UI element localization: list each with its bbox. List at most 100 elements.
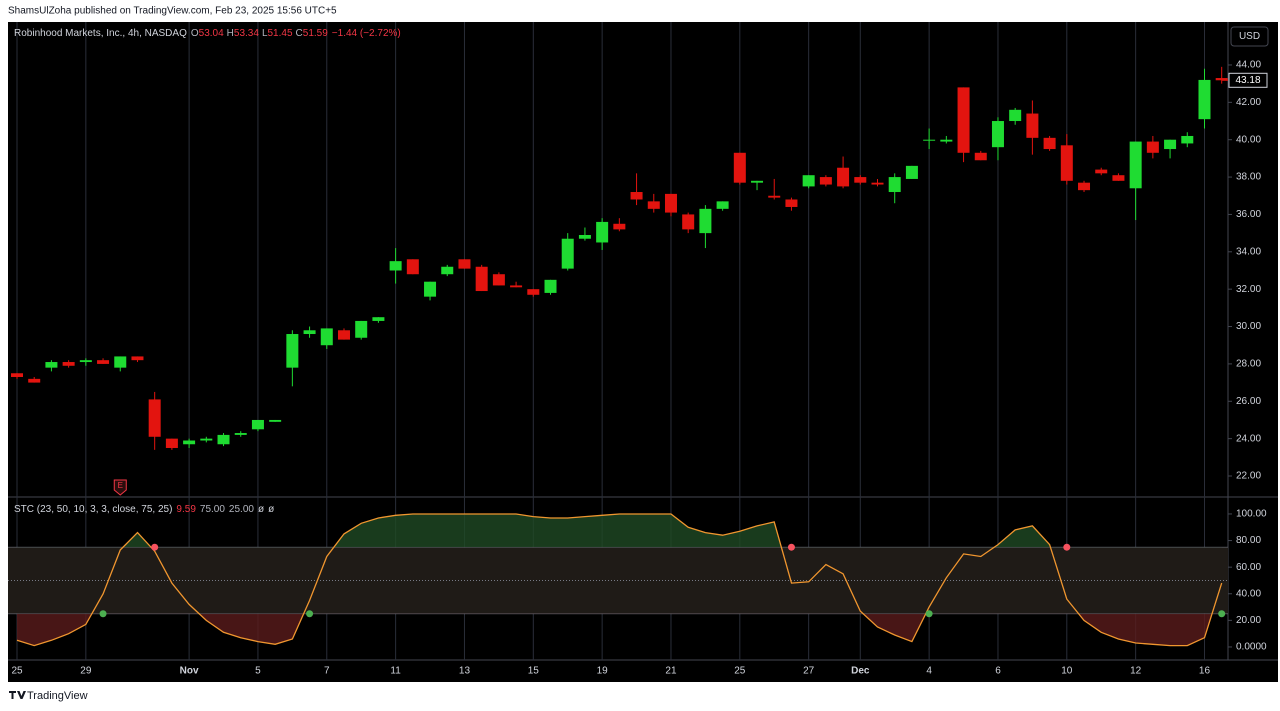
x-tick-label: 25 bbox=[11, 666, 23, 677]
candle-body bbox=[544, 279, 557, 293]
y-tick-label: 42.00 bbox=[1236, 97, 1261, 108]
candle-body bbox=[1181, 135, 1194, 144]
buy-signal bbox=[306, 610, 314, 618]
candle-body bbox=[389, 261, 402, 271]
ohlc-value: 51.59 bbox=[302, 28, 328, 39]
x-tick-label: 4 bbox=[926, 666, 932, 677]
ohlc-legend: O53.04 H53.34 L51.45 C51.59 bbox=[191, 28, 328, 39]
candle-body bbox=[251, 419, 264, 430]
candle-body bbox=[424, 281, 437, 297]
candle-body bbox=[991, 121, 1004, 148]
candle-body bbox=[475, 266, 488, 292]
y-tick-label: 40.00 bbox=[1236, 134, 1261, 145]
candle-body bbox=[1112, 175, 1125, 181]
candle-body bbox=[148, 399, 161, 437]
stc-line bbox=[16, 513, 1223, 647]
y-tick-label: 28.00 bbox=[1236, 359, 1261, 370]
y-tick-label: 0.0000 bbox=[1236, 642, 1267, 653]
candle-body bbox=[923, 139, 936, 141]
ohlc-label: C bbox=[295, 28, 303, 39]
indicator-value: 9.59 bbox=[176, 504, 196, 515]
candle-body bbox=[854, 177, 867, 183]
candle-body bbox=[699, 208, 712, 234]
y-tick-label: 32.00 bbox=[1236, 284, 1261, 295]
candle-body bbox=[320, 328, 333, 346]
candle-body bbox=[114, 356, 127, 368]
sell-signal bbox=[1063, 543, 1071, 551]
oversold-fill bbox=[17, 613, 1222, 646]
candle-body bbox=[11, 373, 23, 377]
candle-body bbox=[234, 433, 247, 435]
published-caption: ShamsUlZoha published on TradingView.com… bbox=[8, 6, 337, 17]
candle-body bbox=[79, 360, 92, 363]
earnings-label: E bbox=[118, 481, 123, 490]
x-tick-label: 21 bbox=[665, 666, 677, 677]
currency-button[interactable] bbox=[1230, 26, 1269, 47]
candle-body bbox=[1078, 182, 1091, 191]
buy-signal bbox=[925, 610, 933, 618]
ohlc-value: 51.45 bbox=[267, 28, 293, 39]
candle-body bbox=[957, 87, 970, 153]
candle-body bbox=[458, 259, 471, 269]
candle-body bbox=[372, 317, 385, 321]
x-tick-label: 11 bbox=[390, 666, 401, 677]
candle-body bbox=[337, 330, 350, 340]
buy-signal bbox=[99, 610, 107, 618]
candle-body bbox=[664, 193, 677, 213]
x-tick-label: 29 bbox=[80, 666, 92, 677]
x-tick-label: 16 bbox=[1199, 666, 1211, 677]
candle-body bbox=[286, 334, 299, 368]
candle-body bbox=[630, 192, 643, 200]
candle-body bbox=[510, 285, 523, 288]
candle-body bbox=[974, 152, 987, 161]
symbol-title: Robinhood Markets, Inc., 4h, NASDAQ bbox=[14, 28, 187, 39]
ohlc-label: L bbox=[261, 28, 268, 39]
ohlc-item: H53.34 bbox=[227, 28, 259, 39]
x-tick-label: 6 bbox=[995, 666, 1001, 677]
candle-body bbox=[837, 167, 850, 187]
candle-body bbox=[1215, 78, 1228, 81]
ohlc-value: 53.34 bbox=[233, 28, 259, 39]
candle-body bbox=[492, 274, 505, 286]
candle-body bbox=[733, 152, 746, 183]
last-price-box bbox=[1228, 72, 1268, 88]
candle-body bbox=[940, 139, 953, 142]
candle-body bbox=[97, 360, 110, 364]
y-tick-label: 24.00 bbox=[1236, 433, 1261, 444]
candle-body bbox=[905, 165, 918, 179]
sell-signal bbox=[787, 543, 795, 551]
change: −1.44 (−2.72%) bbox=[331, 28, 401, 39]
x-tick-label: 25 bbox=[734, 666, 746, 677]
ohlc-label: H bbox=[226, 28, 234, 39]
candle-body bbox=[578, 234, 591, 239]
candle-body bbox=[871, 182, 884, 185]
candle-body bbox=[45, 362, 58, 368]
currency-label[interactable]: USD bbox=[1239, 31, 1260, 42]
ohlc-label: O bbox=[190, 28, 199, 39]
top-bar bbox=[0, 0, 1280, 22]
x-tick-label: 5 bbox=[255, 666, 261, 677]
candle-body bbox=[768, 195, 781, 198]
candle-body bbox=[751, 180, 764, 183]
y-tick-label: 40.00 bbox=[1236, 588, 1261, 599]
y-tick-label: 36.00 bbox=[1236, 209, 1261, 220]
candle-body bbox=[303, 330, 316, 335]
candle-body bbox=[561, 238, 574, 269]
candle-body bbox=[819, 177, 832, 185]
candle-body bbox=[441, 266, 454, 275]
y-tick-label: 80.00 bbox=[1236, 535, 1261, 546]
candle-body bbox=[596, 221, 609, 243]
candle-body bbox=[269, 419, 282, 422]
y-tick-label: 38.00 bbox=[1236, 172, 1261, 183]
candle-body bbox=[1060, 145, 1073, 181]
y-tick-label: 22.00 bbox=[1236, 471, 1261, 482]
candle-body bbox=[131, 356, 144, 361]
candle-body bbox=[1009, 109, 1022, 122]
indicator-value: 25.00 bbox=[228, 504, 254, 515]
y-tick-label: 34.00 bbox=[1236, 246, 1261, 257]
ohlc-item: L51.45 bbox=[262, 28, 293, 39]
candle-body bbox=[1026, 113, 1039, 138]
candle-body bbox=[613, 223, 626, 230]
candle-body bbox=[802, 175, 815, 187]
